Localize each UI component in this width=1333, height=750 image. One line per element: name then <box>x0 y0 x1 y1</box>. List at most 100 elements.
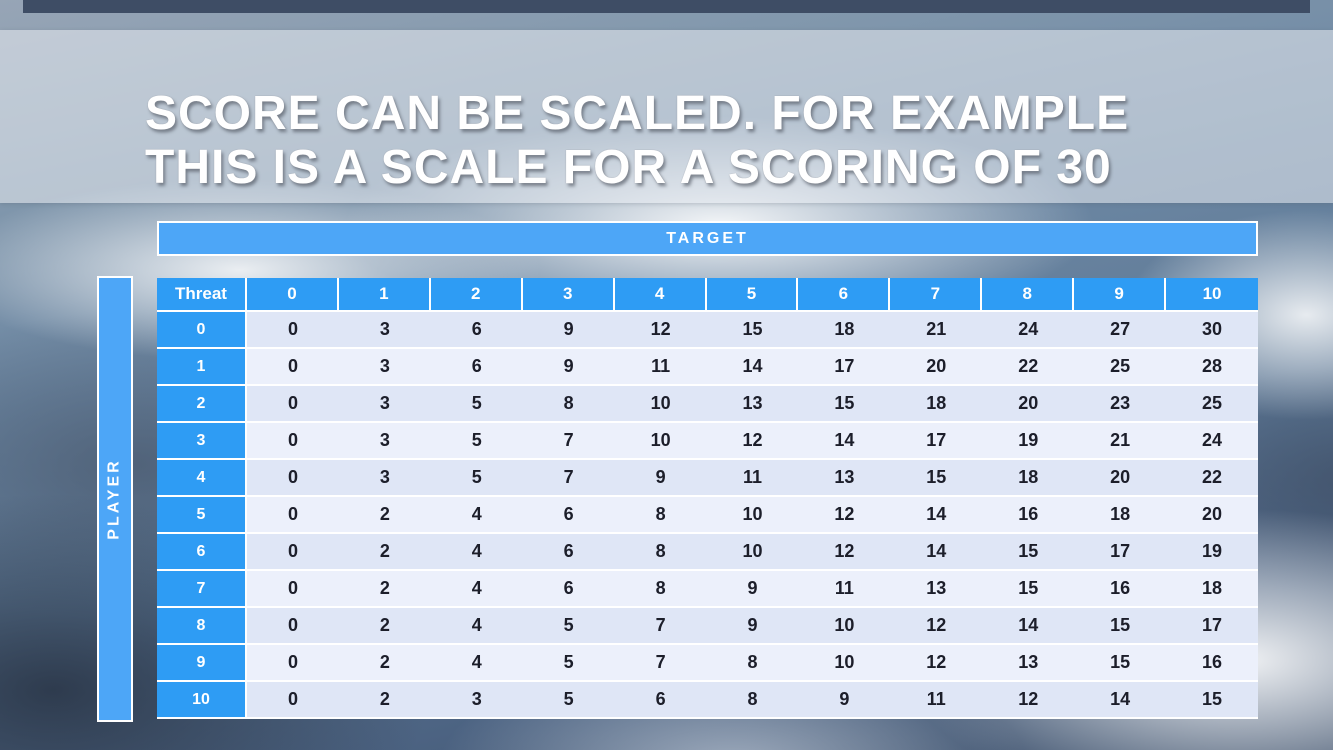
score-cell: 3 <box>338 423 431 460</box>
score-cell: 12 <box>982 682 1075 719</box>
score-cell: 27 <box>1074 312 1167 349</box>
score-cell: 18 <box>1166 571 1258 608</box>
score-cell: 15 <box>706 312 799 349</box>
score-cell: 8 <box>614 571 707 608</box>
score-cell: 8 <box>522 386 615 423</box>
score-cell: 5 <box>522 645 615 682</box>
score-cell: 6 <box>430 349 523 386</box>
score-cell: 2 <box>338 497 431 534</box>
row-header: 8 <box>157 608 247 645</box>
score-cell: 4 <box>430 571 523 608</box>
col-header: 3 <box>522 278 615 312</box>
row-header: 2 <box>157 386 247 423</box>
score-cell: 20 <box>982 386 1075 423</box>
slide-title: SCORE CAN BE SCALED. FOR EXAMPLE THIS IS… <box>145 87 1129 195</box>
table-row: 5 0 2 4 6 8 10 12 14 16 18 20 <box>157 497 1258 534</box>
score-cell: 15 <box>798 386 891 423</box>
score-cell: 21 <box>890 312 983 349</box>
score-cell: 17 <box>1074 534 1167 571</box>
score-cell: 13 <box>890 571 983 608</box>
row-header: 0 <box>157 312 247 349</box>
score-cell: 0 <box>247 423 339 460</box>
table-row: 0 0 3 6 9 12 15 18 21 24 27 30 <box>157 312 1258 349</box>
score-cell: 5 <box>430 386 523 423</box>
score-cell: 6 <box>614 682 707 719</box>
table-row: 2 0 3 5 8 10 13 15 18 20 23 25 <box>157 386 1258 423</box>
score-cell: 11 <box>798 571 891 608</box>
score-cell: 9 <box>706 571 799 608</box>
table-row: 7 0 2 4 6 8 9 11 13 15 16 18 <box>157 571 1258 608</box>
target-label: TARGET <box>666 229 749 247</box>
score-cell: 19 <box>982 423 1075 460</box>
score-cell: 10 <box>798 608 891 645</box>
score-cell: 9 <box>522 312 615 349</box>
col-header: 9 <box>1074 278 1167 312</box>
score-cell: 8 <box>706 645 799 682</box>
score-cell: 5 <box>522 682 615 719</box>
score-cell: 20 <box>890 349 983 386</box>
row-header: 10 <box>157 682 247 719</box>
score-cell: 22 <box>982 349 1075 386</box>
score-cell: 3 <box>338 349 431 386</box>
row-header: 7 <box>157 571 247 608</box>
table-body: 0 0 3 6 9 12 15 18 21 24 27 30 1 0 3 6 9 11 14 17 20 22 25 28 2 0… <box>157 312 1258 719</box>
score-cell: 15 <box>1074 608 1167 645</box>
score-cell: 18 <box>1074 497 1167 534</box>
row-header: 3 <box>157 423 247 460</box>
score-cell: 12 <box>890 608 983 645</box>
score-cell: 18 <box>982 460 1075 497</box>
score-cell: 10 <box>706 534 799 571</box>
score-cell: 12 <box>798 534 891 571</box>
score-cell: 23 <box>1074 386 1167 423</box>
score-cell: 9 <box>798 682 891 719</box>
score-cell: 12 <box>706 423 799 460</box>
score-cell: 0 <box>247 349 339 386</box>
score-cell: 2 <box>338 534 431 571</box>
score-cell: 0 <box>247 608 339 645</box>
table-row: 8 0 2 4 5 7 9 10 12 14 15 17 <box>157 608 1258 645</box>
score-cell: 15 <box>890 460 983 497</box>
score-cell: 9 <box>522 349 615 386</box>
score-cell: 7 <box>614 645 707 682</box>
score-cell: 7 <box>522 423 615 460</box>
score-cell: 15 <box>982 534 1075 571</box>
col-header: 0 <box>247 278 339 312</box>
score-cell: 12 <box>890 645 983 682</box>
score-cell: 20 <box>1074 460 1167 497</box>
score-cell: 24 <box>982 312 1075 349</box>
score-cell: 10 <box>614 386 707 423</box>
score-cell: 24 <box>1166 423 1258 460</box>
col-header: 5 <box>706 278 799 312</box>
score-cell: 3 <box>338 312 431 349</box>
score-cell: 9 <box>614 460 707 497</box>
score-cell: 11 <box>706 460 799 497</box>
row-header: 4 <box>157 460 247 497</box>
score-cell: 0 <box>247 571 339 608</box>
score-cell: 11 <box>614 349 707 386</box>
score-cell: 25 <box>1074 349 1167 386</box>
score-cell: 17 <box>798 349 891 386</box>
score-cell: 16 <box>1074 571 1167 608</box>
row-header: 6 <box>157 534 247 571</box>
top-accent-bar <box>23 0 1310 13</box>
row-header: 1 <box>157 349 247 386</box>
col-header: 4 <box>614 278 707 312</box>
score-cell: 3 <box>338 460 431 497</box>
score-cell: 8 <box>614 534 707 571</box>
score-cell: 25 <box>1166 386 1258 423</box>
slide-title-line1: SCORE CAN BE SCALED. FOR EXAMPLE <box>145 87 1130 140</box>
row-header: 5 <box>157 497 247 534</box>
score-cell: 12 <box>798 497 891 534</box>
score-cell: 10 <box>798 645 891 682</box>
score-cell: 18 <box>798 312 891 349</box>
target-header-bar: TARGET <box>157 221 1258 256</box>
score-cell: 2 <box>338 608 431 645</box>
score-cell: 18 <box>890 386 983 423</box>
score-cell: 0 <box>247 460 339 497</box>
player-label: PLAYER <box>106 458 123 540</box>
col-header: 2 <box>430 278 523 312</box>
score-cell: 28 <box>1166 349 1258 386</box>
table-row: 4 0 3 5 7 9 11 13 15 18 20 22 <box>157 460 1258 497</box>
score-cell: 9 <box>706 608 799 645</box>
score-cell: 4 <box>430 534 523 571</box>
